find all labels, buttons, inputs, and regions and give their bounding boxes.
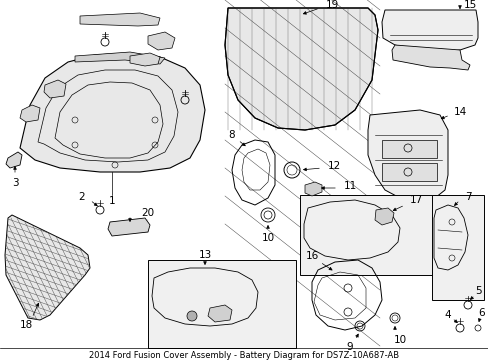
Polygon shape xyxy=(374,208,393,225)
Text: 7: 7 xyxy=(464,192,470,202)
Polygon shape xyxy=(6,152,22,168)
Polygon shape xyxy=(207,305,231,322)
Text: 20: 20 xyxy=(141,208,154,218)
Text: 14: 14 xyxy=(452,107,466,117)
Text: 1: 1 xyxy=(108,196,115,206)
Polygon shape xyxy=(80,13,160,26)
Bar xyxy=(299,195,444,275)
Polygon shape xyxy=(381,10,477,52)
Polygon shape xyxy=(5,215,90,320)
Polygon shape xyxy=(75,52,164,64)
Text: 3: 3 xyxy=(12,178,18,188)
Text: 10: 10 xyxy=(261,233,274,243)
Text: 2014 Ford Fusion Cover Assembly - Battery Diagram for DS7Z-10A687-AB: 2014 Ford Fusion Cover Assembly - Batter… xyxy=(89,351,399,360)
Polygon shape xyxy=(391,45,469,70)
Text: 13: 13 xyxy=(198,250,211,260)
Polygon shape xyxy=(20,105,40,122)
Text: 9: 9 xyxy=(346,342,353,352)
Text: 12: 12 xyxy=(326,161,340,171)
Polygon shape xyxy=(305,182,321,196)
Bar xyxy=(148,260,295,348)
Polygon shape xyxy=(148,32,175,50)
Polygon shape xyxy=(44,80,66,98)
Text: 17: 17 xyxy=(408,195,422,205)
Polygon shape xyxy=(224,8,377,130)
Circle shape xyxy=(186,311,197,321)
Polygon shape xyxy=(108,218,150,236)
Bar xyxy=(4,4,224,172)
Text: 16: 16 xyxy=(305,251,318,261)
Polygon shape xyxy=(20,53,204,172)
Polygon shape xyxy=(367,110,447,200)
Text: 10: 10 xyxy=(393,335,406,345)
Polygon shape xyxy=(130,53,160,66)
Text: 19: 19 xyxy=(325,0,338,10)
Bar xyxy=(431,195,483,300)
Text: 2: 2 xyxy=(79,192,85,202)
Text: 18: 18 xyxy=(20,320,33,330)
Bar xyxy=(381,140,436,158)
Text: 11: 11 xyxy=(343,181,356,191)
Text: 15: 15 xyxy=(463,0,476,10)
Text: 5: 5 xyxy=(474,286,480,296)
Text: 6: 6 xyxy=(478,308,484,318)
Text: 4: 4 xyxy=(444,310,450,320)
Bar xyxy=(381,163,436,181)
Text: 8: 8 xyxy=(228,130,235,140)
